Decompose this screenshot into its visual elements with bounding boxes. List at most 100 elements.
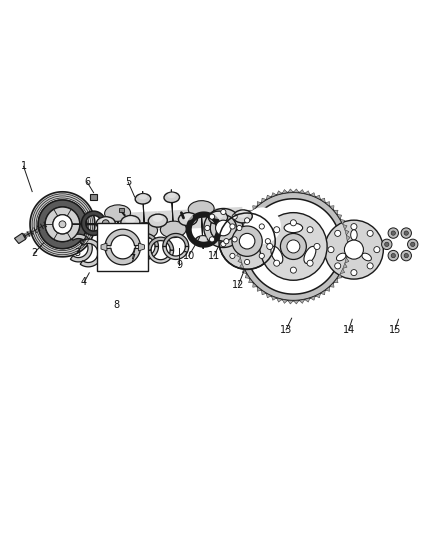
Ellipse shape <box>233 210 252 223</box>
Ellipse shape <box>111 240 127 251</box>
Polygon shape <box>30 192 95 257</box>
Circle shape <box>210 215 236 241</box>
Circle shape <box>325 220 383 279</box>
Text: 9: 9 <box>176 261 182 270</box>
Polygon shape <box>90 194 97 200</box>
Circle shape <box>53 215 72 234</box>
Ellipse shape <box>96 217 115 230</box>
Polygon shape <box>236 241 240 246</box>
Text: 14: 14 <box>343 325 355 335</box>
Circle shape <box>230 224 235 229</box>
Polygon shape <box>299 190 304 193</box>
Text: 15: 15 <box>389 325 401 335</box>
Polygon shape <box>266 195 272 199</box>
Ellipse shape <box>115 240 124 246</box>
Circle shape <box>385 242 389 247</box>
Ellipse shape <box>351 230 357 240</box>
Polygon shape <box>347 241 351 246</box>
Polygon shape <box>14 233 26 244</box>
Polygon shape <box>340 220 345 224</box>
Circle shape <box>259 224 265 229</box>
Polygon shape <box>138 243 145 251</box>
Polygon shape <box>117 230 143 243</box>
Polygon shape <box>293 300 299 304</box>
Polygon shape <box>257 201 261 206</box>
Ellipse shape <box>138 194 147 199</box>
Polygon shape <box>187 212 221 247</box>
Ellipse shape <box>188 201 214 217</box>
Ellipse shape <box>362 253 371 261</box>
Circle shape <box>232 214 237 219</box>
Text: 7: 7 <box>129 254 136 264</box>
Circle shape <box>410 242 415 247</box>
Circle shape <box>328 247 334 253</box>
Polygon shape <box>45 207 80 241</box>
Circle shape <box>244 260 250 264</box>
Polygon shape <box>329 206 334 210</box>
Circle shape <box>232 226 262 256</box>
Circle shape <box>374 247 380 253</box>
Polygon shape <box>238 230 242 235</box>
Text: 13: 13 <box>280 325 292 335</box>
Ellipse shape <box>105 205 131 221</box>
Polygon shape <box>130 211 158 231</box>
Circle shape <box>215 220 231 236</box>
Polygon shape <box>101 243 107 251</box>
Text: 2: 2 <box>31 248 37 259</box>
Circle shape <box>274 227 280 233</box>
Circle shape <box>274 260 280 266</box>
Polygon shape <box>237 252 240 258</box>
Polygon shape <box>321 198 325 203</box>
Circle shape <box>404 253 408 258</box>
Circle shape <box>219 213 275 269</box>
Polygon shape <box>253 206 257 210</box>
Polygon shape <box>299 300 304 303</box>
Circle shape <box>388 228 399 238</box>
Polygon shape <box>337 215 342 220</box>
Polygon shape <box>345 258 349 263</box>
Polygon shape <box>245 215 250 220</box>
Circle shape <box>307 260 313 266</box>
Polygon shape <box>38 200 87 248</box>
Circle shape <box>237 225 242 231</box>
Circle shape <box>102 220 109 227</box>
Ellipse shape <box>336 253 346 261</box>
Text: 8: 8 <box>113 300 119 310</box>
Circle shape <box>335 230 341 237</box>
Polygon shape <box>236 246 240 252</box>
Polygon shape <box>334 210 338 215</box>
Polygon shape <box>315 293 321 298</box>
Text: 1: 1 <box>21 161 27 171</box>
Circle shape <box>209 237 215 242</box>
Polygon shape <box>148 250 173 263</box>
Ellipse shape <box>183 214 193 221</box>
Polygon shape <box>242 220 247 224</box>
Polygon shape <box>237 235 240 241</box>
Polygon shape <box>81 211 106 236</box>
Ellipse shape <box>135 193 151 204</box>
Polygon shape <box>321 290 325 295</box>
Ellipse shape <box>160 221 186 238</box>
Circle shape <box>232 237 237 242</box>
Polygon shape <box>272 296 277 300</box>
Circle shape <box>244 207 281 244</box>
Polygon shape <box>277 191 282 195</box>
Circle shape <box>407 239 418 249</box>
Polygon shape <box>163 233 189 246</box>
Ellipse shape <box>100 217 111 224</box>
Polygon shape <box>261 290 266 295</box>
Ellipse shape <box>152 215 163 222</box>
Circle shape <box>290 220 297 226</box>
Polygon shape <box>340 269 345 273</box>
Ellipse shape <box>198 236 207 241</box>
Circle shape <box>221 209 226 215</box>
Text: 11: 11 <box>208 251 220 261</box>
Circle shape <box>59 221 66 228</box>
Polygon shape <box>157 209 188 230</box>
Text: 10: 10 <box>183 251 195 261</box>
Polygon shape <box>325 287 329 291</box>
Polygon shape <box>71 234 92 262</box>
Polygon shape <box>171 190 173 229</box>
Ellipse shape <box>131 223 158 239</box>
Circle shape <box>290 267 297 273</box>
